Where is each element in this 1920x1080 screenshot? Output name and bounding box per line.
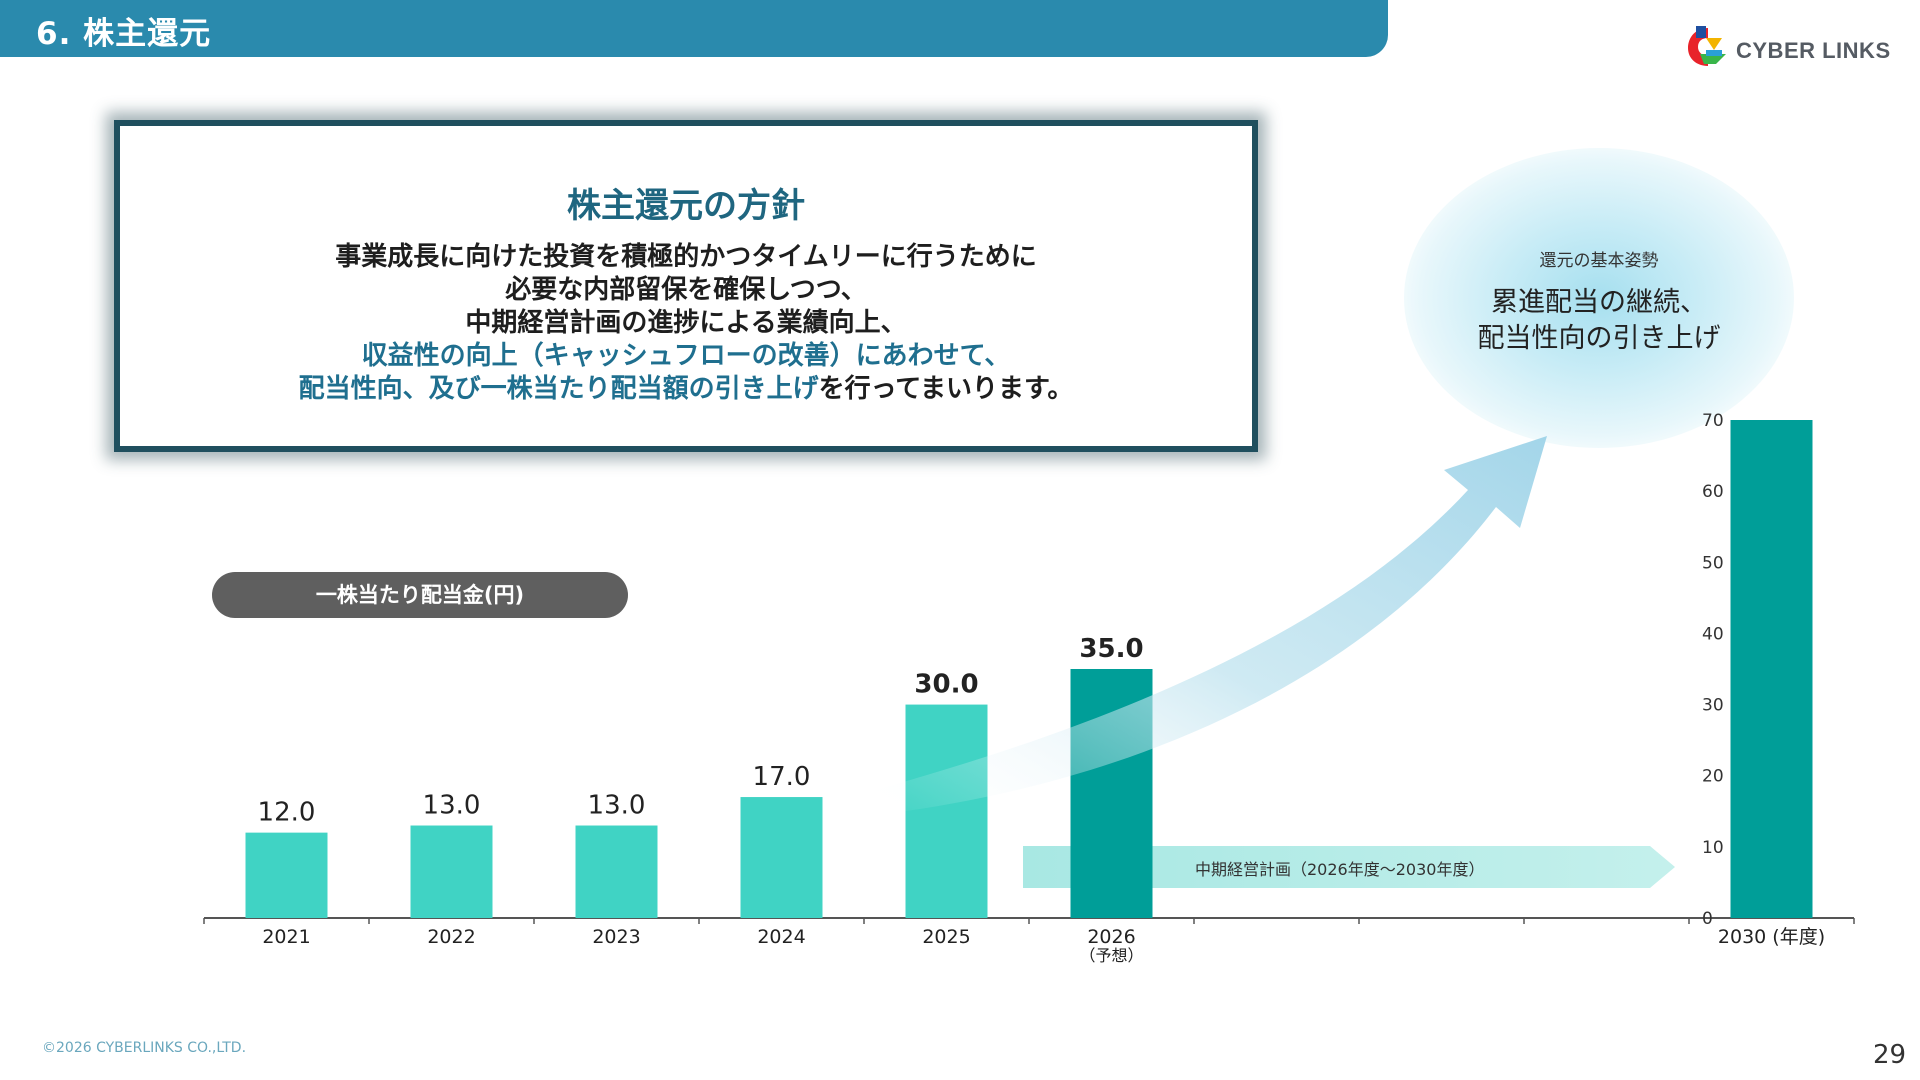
- dividend-per-share-label: 一株当たり配当金(円): [212, 572, 628, 618]
- policy-line-5-highlight: 配当性向、及び一株当たり配当額の引き上げ: [298, 374, 819, 404]
- y-tick-label: 60: [1702, 482, 1724, 502]
- policy-line-2: 必要な内部留保を確保しつつ、: [505, 275, 867, 305]
- bar-2022: [410, 825, 493, 918]
- logo-text: CYBER LINKS: [1736, 38, 1891, 63]
- plan-arrow: [1023, 846, 1675, 888]
- value-label-2021: 12.0: [258, 798, 316, 828]
- value-label-2023: 13.0: [588, 791, 646, 821]
- policy-line-5-rest: を行ってまいります。: [818, 374, 1074, 404]
- basic-stance-line-2: 配当性向の引き上げ: [1477, 323, 1721, 354]
- y-tick-label: 50: [1702, 553, 1724, 573]
- y-tick-label: 10: [1702, 838, 1724, 858]
- policy-line-1: 事業成長に向けた投資を積極的かつタイムリーに行うために: [335, 242, 1037, 272]
- header-bar: 6. 株主還元: [0, 0, 1388, 57]
- x-tick-label-2025: 2025: [922, 926, 970, 948]
- chart-bars: [245, 420, 1813, 918]
- x-tick-label-2026: 2026: [1087, 926, 1135, 948]
- logo-mark-icon: [1688, 26, 1726, 66]
- basic-stance-label: 還元の基本姿勢: [1539, 251, 1659, 271]
- basic-stance-bubble: 還元の基本姿勢 累進配当の継続、 配当性向の引き上げ: [1404, 148, 1794, 448]
- x-tick-label-2024: 2024: [757, 926, 805, 948]
- basic-stance-line-1: 累進配当の継続、: [1491, 287, 1707, 318]
- policy-title: 株主還元の方針: [567, 186, 805, 226]
- x-tick-label-2022: 2022: [427, 926, 475, 948]
- x-tick-label-2023: 2023: [592, 926, 640, 948]
- x-tick-sublabel-2026: （予想）: [1079, 946, 1143, 965]
- policy-line-4: 収益性の向上（キャッシュフローの改善）にあわせて、: [120, 335, 1252, 372]
- value-label-2025: 30.0: [914, 670, 978, 700]
- value-label-2024: 17.0: [753, 762, 811, 792]
- y-tick-label: 20: [1702, 767, 1724, 787]
- bar-2025: [905, 704, 988, 918]
- chart-labels: 12.0 2021 13.0 2022 13.0 2023 17.0 2024 30.0 2025…: [258, 634, 1826, 965]
- copyright: ©2026 CYBERLINKS CO.,LTD.: [42, 1040, 247, 1056]
- company-logo: CYBER LINKS: [1686, 24, 1896, 74]
- forecast-bar-top-fade: [1570, 450, 1652, 490]
- y-tick-label: 70: [1702, 411, 1724, 431]
- y-tick-label: 40: [1702, 624, 1724, 644]
- bar-2030: [1730, 420, 1813, 918]
- growth-arrow: [875, 436, 1547, 815]
- y-tick-label: 0: [1702, 909, 1713, 929]
- x-tick-label-2021: 2021: [262, 926, 310, 948]
- policy-line-4-text: 収益性の向上（キャッシュフローの改善）にあわせて、: [361, 341, 1011, 371]
- bar-2023: [575, 825, 658, 918]
- x-tick-label-2030: 2030 (年度): [1718, 926, 1825, 948]
- shareholder-return-policy-box: 株主還元の方針 事業成長に向けた投資を積極的かつタイムリーに行うために 必要な内…: [114, 120, 1258, 452]
- policy-line-5: 配当性向、及び一株当たり配当額の引き上げを行ってまいります。: [120, 368, 1252, 405]
- bar-2021: [245, 832, 328, 918]
- policy-line-3: 中期経営計画の進捗による業績向上、: [465, 308, 907, 338]
- value-label-2026: 35.0: [1079, 634, 1143, 664]
- y-tick-label: 30: [1702, 696, 1724, 716]
- midterm-plan-label: 中期経営計画（2026年度～2030年度）: [1195, 860, 1485, 879]
- page-number: 29: [1873, 1040, 1907, 1070]
- page-title: 6. 株主還元: [36, 16, 212, 52]
- bar-2024: [740, 797, 823, 918]
- value-label-2022: 13.0: [423, 791, 481, 821]
